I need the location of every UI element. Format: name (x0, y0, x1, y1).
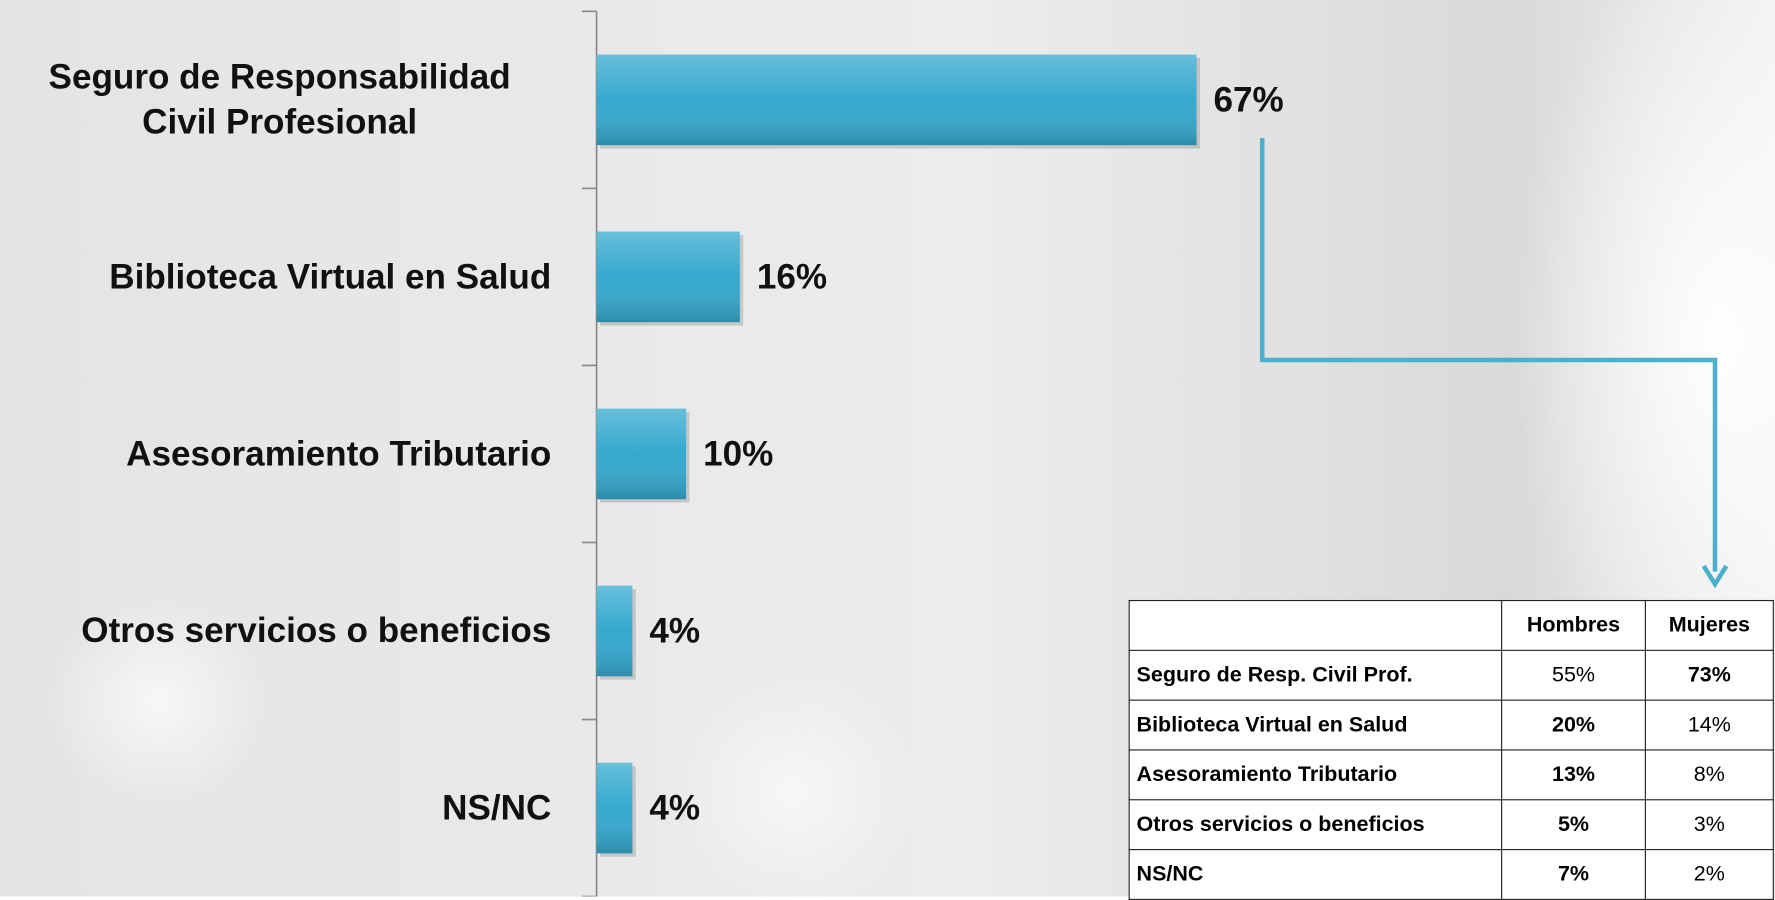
label-cell: Seguro de Resp. Civil Prof. (1128, 649, 1503, 701)
value-cell: 5% (1501, 799, 1646, 851)
arrow-head (1701, 564, 1729, 589)
value-label: 4% (649, 789, 700, 828)
value-label: 10% (703, 434, 773, 473)
header-cell (1128, 599, 1503, 651)
header-cell: Hombres (1501, 599, 1646, 651)
category-label: Biblioteca Virtual en Salud (0, 209, 551, 345)
table-row: Asesoramiento Tributario 13% 8% (1128, 749, 1774, 801)
value-cell: 8% (1644, 749, 1774, 801)
breakdown-table: Hombres Mujeres Seguro de Resp. Civil Prof… (1128, 599, 1774, 900)
category-label: NS/NC (0, 740, 551, 876)
label-cell: Asesoramiento Tributario (1128, 749, 1503, 801)
table-row: NS/NC 7% 2% (1128, 849, 1774, 900)
category-text: Asesoramiento Tributario (126, 433, 552, 474)
table-row: Otros servicios o beneficios 5% 3% (1128, 799, 1774, 851)
category-text: Biblioteca Virtual en Salud (109, 256, 552, 297)
category-label: Seguro de Responsabilidad Civil Profesio… (0, 32, 551, 168)
table-row: Biblioteca Virtual en Salud 20% 14% (1128, 699, 1774, 751)
value-cell: 73% (1644, 649, 1774, 701)
category-text: Seguro de Responsabilidad Civil Profesio… (48, 56, 511, 142)
value-cell: 55% (1501, 649, 1646, 701)
category-label: Otros servicios o beneficios (0, 563, 551, 699)
value-cell: 3% (1644, 799, 1774, 851)
category-label: Asesoramiento Tributario (0, 386, 551, 522)
value-label: 4% (649, 612, 700, 651)
value-cell: 7% (1501, 849, 1646, 900)
value-cell: 20% (1501, 699, 1646, 751)
value-label: 16% (757, 257, 827, 296)
bar-shine (596, 762, 633, 854)
category-text: NS/NC (442, 787, 552, 828)
bar-shine (596, 231, 740, 323)
label-cell: Biblioteca Virtual en Salud (1128, 699, 1503, 751)
bar-shine (596, 408, 687, 500)
bar-shine (596, 54, 1197, 146)
bar-shine (596, 585, 633, 677)
label-cell: Otros servicios o beneficios (1128, 799, 1503, 851)
label-cell: NS/NC (1128, 849, 1503, 900)
connector-arrow (1259, 138, 1718, 572)
value-cell: 13% (1501, 749, 1646, 801)
header-cell: Mujeres (1644, 599, 1774, 651)
value-cell: 14% (1644, 699, 1774, 751)
value-label: 67% (1214, 80, 1284, 119)
header-row: Hombres Mujeres (1128, 599, 1774, 651)
value-cell: 2% (1644, 849, 1774, 900)
table-row: Seguro de Resp. Civil Prof. 55% 73% (1128, 649, 1774, 701)
category-text: Otros servicios o beneficios (81, 610, 552, 651)
